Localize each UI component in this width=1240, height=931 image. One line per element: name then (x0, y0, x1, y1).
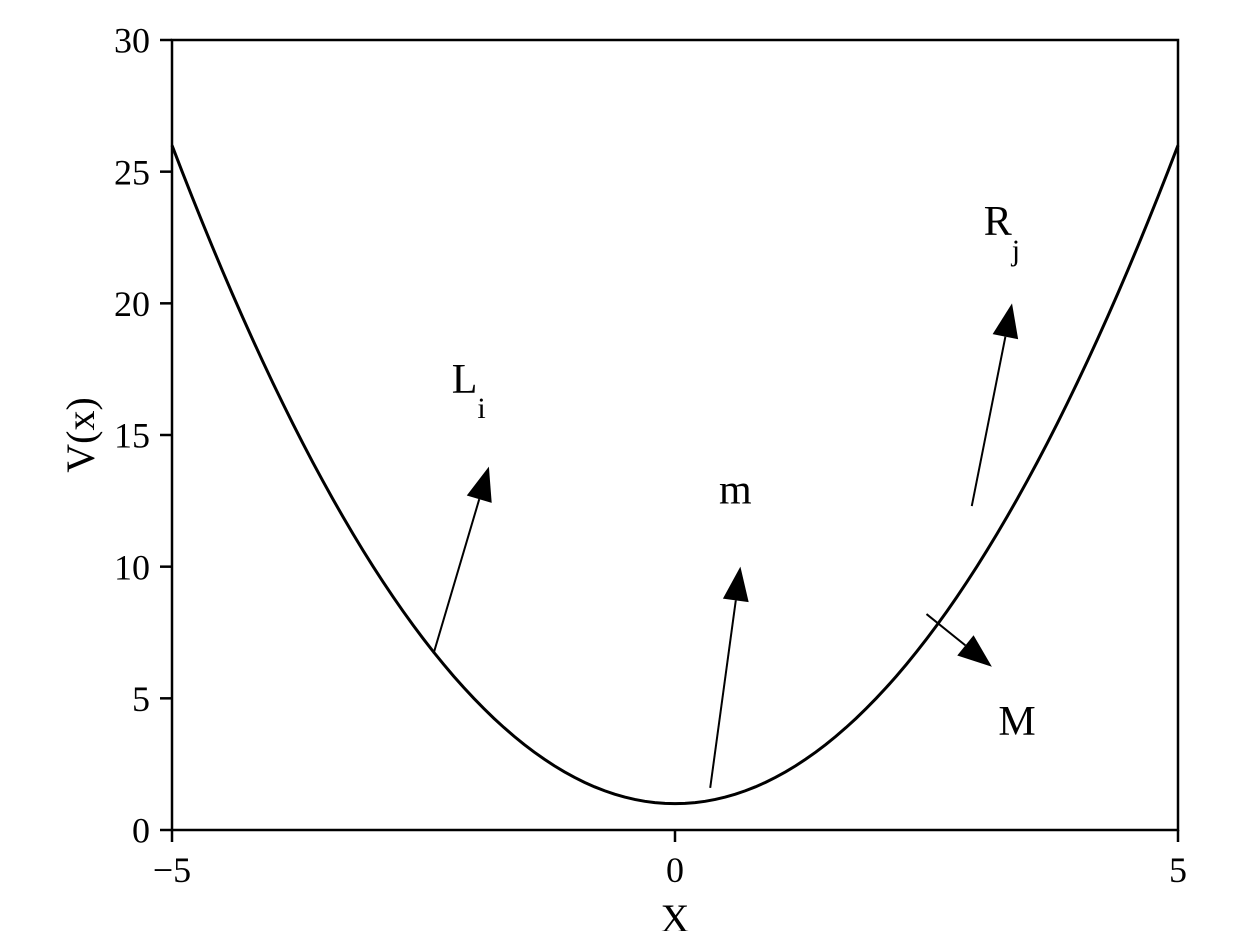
annotation-M-main: M (998, 699, 1035, 745)
chart-bg (0, 0, 1240, 931)
annotation-m: m (719, 467, 752, 513)
y-axis-label: V(x) (58, 397, 103, 473)
annotation-m-main: m (719, 467, 752, 513)
annotation-Li-main: L (452, 357, 478, 403)
y-tick-label: 30 (114, 21, 150, 61)
y-tick-label: 15 (114, 416, 150, 456)
x-tick-label: 0 (666, 850, 684, 890)
y-tick-label: 5 (132, 679, 150, 719)
annotation-Rj-main: R (984, 199, 1012, 245)
y-tick-label: 0 (132, 811, 150, 851)
annotation-M: M (998, 699, 1035, 745)
x-tick-label: −5 (153, 850, 191, 890)
x-tick-label: 5 (1169, 850, 1187, 890)
y-tick-label: 25 (114, 152, 150, 192)
annotation-Li-sub: i (477, 391, 485, 424)
y-tick-label: 20 (114, 284, 150, 324)
annotation-Rj-sub: j (1011, 233, 1020, 266)
y-tick-label: 10 (114, 547, 150, 587)
chart-svg: −505051015202530XV(x)LimRjM (0, 0, 1240, 931)
x-axis-label: X (661, 896, 690, 931)
